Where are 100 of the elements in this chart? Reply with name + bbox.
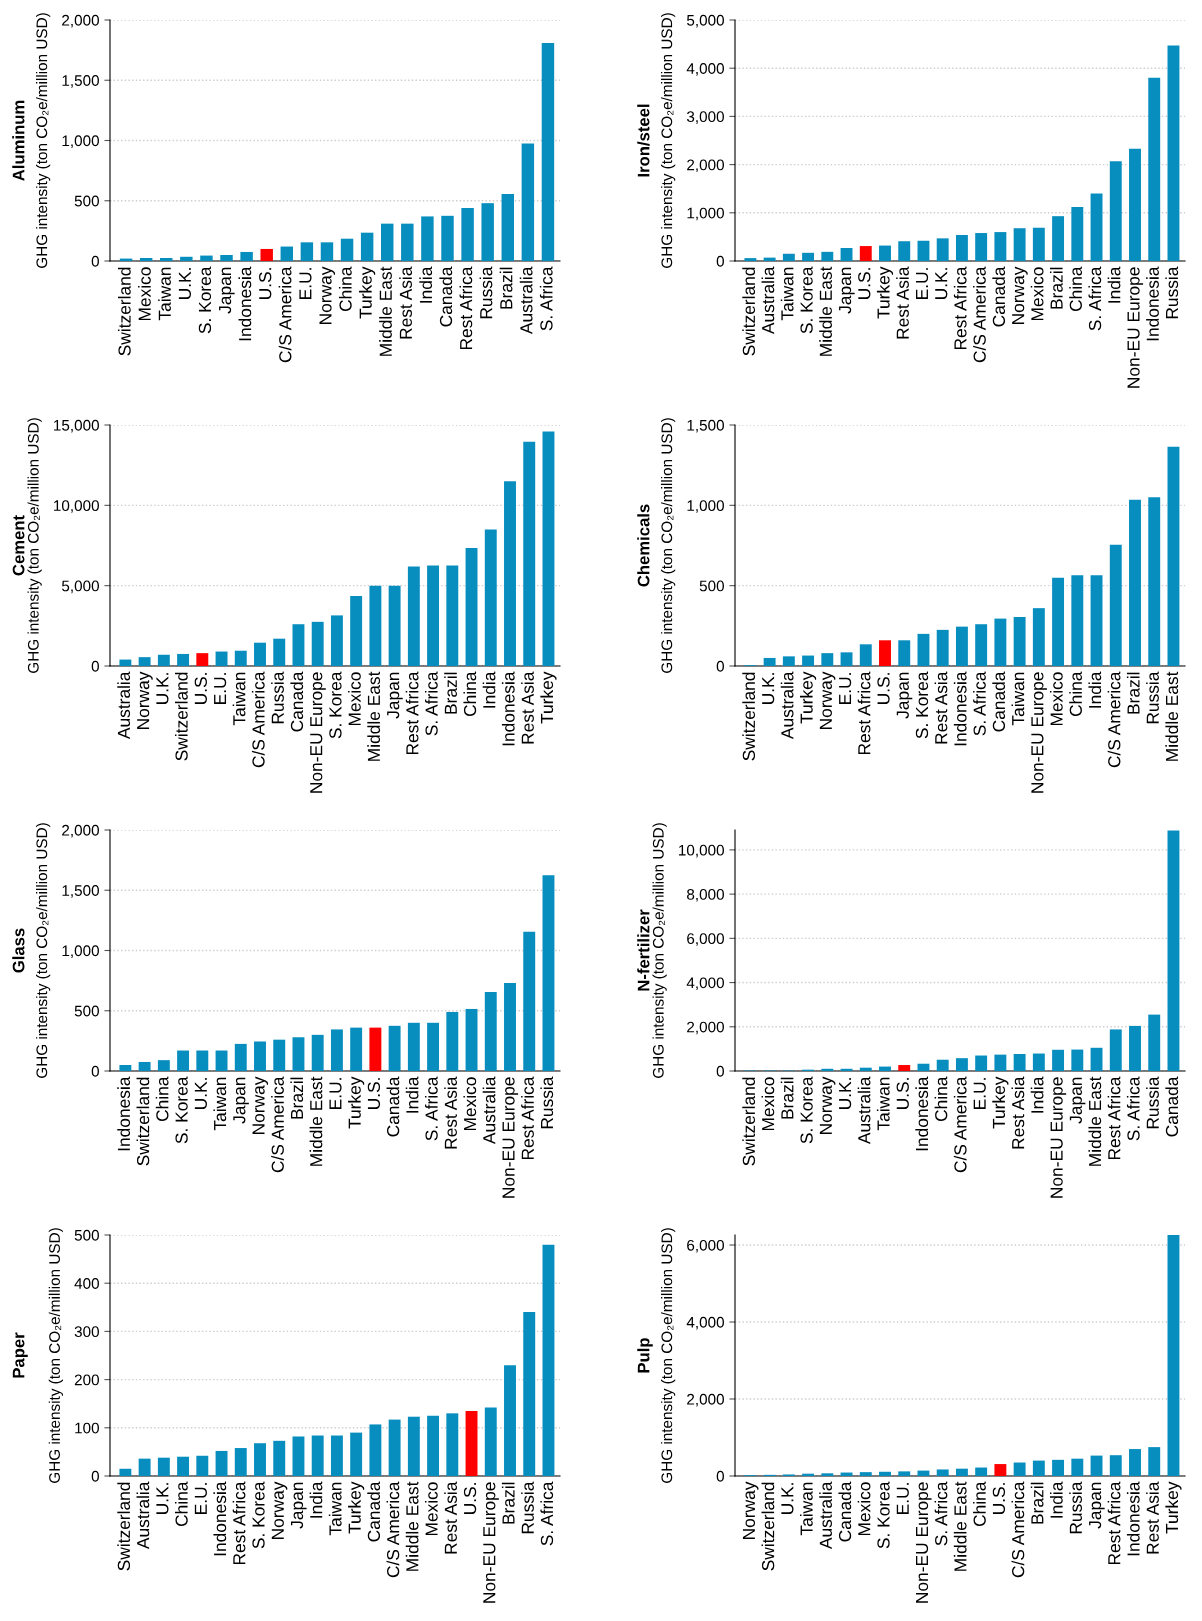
bar	[975, 1055, 988, 1071]
bar	[481, 203, 494, 261]
bar	[975, 233, 988, 261]
x-tick-label: Rest Asia	[1011, 1076, 1025, 1149]
y-axis-title: GHG intensity (ton CO₂e/million USD)	[661, 13, 676, 268]
bar	[1032, 1460, 1045, 1476]
x-tick-label: India	[405, 1076, 419, 1113]
x-tick-label: Russia	[1146, 1076, 1159, 1129]
bar	[1032, 227, 1045, 261]
bar	[898, 640, 911, 666]
bar	[917, 1470, 930, 1476]
x-tick-label: Canada	[367, 1481, 381, 1542]
bar	[388, 585, 401, 666]
bar	[1090, 1455, 1103, 1476]
bar	[504, 1365, 516, 1476]
bar	[936, 238, 949, 261]
x-tick-label: Canada	[439, 266, 453, 327]
y-tick-label: 1,000	[687, 500, 724, 513]
y-axis-title: GHG intensity (ton CO₂e/million USD)	[27, 418, 42, 673]
x-tick-label: Rest Africa	[459, 266, 473, 350]
text: Glass	[12, 928, 25, 973]
bar	[427, 1022, 440, 1071]
x-tick-label: Taiwan	[1011, 672, 1025, 726]
x-tick-label: Russia	[1069, 1481, 1082, 1534]
y-tick-label: 0	[91, 1470, 99, 1482]
x-tick-label: Turkey	[1165, 1481, 1182, 1534]
bar	[465, 1410, 478, 1476]
x-tick-label: E.U.	[916, 268, 929, 299]
x-tick-label: Rest Asia	[521, 671, 534, 744]
x-tick-label: Switzerland	[761, 1482, 775, 1571]
bar	[763, 257, 776, 261]
bar	[196, 1050, 209, 1071]
bar	[821, 653, 834, 666]
bar	[340, 238, 354, 261]
bar	[1071, 575, 1084, 666]
x-tick-label: U.K.	[839, 1078, 852, 1109]
x-tick-label: C/S America	[1011, 1481, 1025, 1578]
y-tick-label: 100	[75, 1422, 99, 1434]
x-tick-label: Non-EU Europe	[1050, 1077, 1067, 1198]
bar	[273, 1440, 286, 1476]
bar	[260, 248, 273, 261]
x-tick-label: Canada	[1165, 1076, 1179, 1137]
text: Pulp	[637, 1338, 653, 1373]
x-tick-label: Japan	[291, 1482, 307, 1529]
x-tick-label: S. Korea	[329, 671, 342, 739]
y-tick-label: 8,000	[687, 888, 724, 902]
x-tick-label: Japan	[233, 1077, 249, 1124]
bar	[427, 565, 440, 666]
x-tick-label: Mexico	[463, 1077, 477, 1131]
x-tick-label: Rest Africa	[857, 671, 871, 755]
bar	[200, 255, 213, 261]
y-axis-title: GHG intensity (ton CO₂e/million USD)	[661, 418, 676, 673]
x-tick-label: E.U.	[214, 673, 227, 704]
bar	[369, 1424, 382, 1476]
bar	[177, 1050, 190, 1071]
x-tick-label: C/S America	[278, 266, 292, 363]
x-tick-label: Canada	[386, 1076, 400, 1137]
bar	[401, 223, 414, 261]
x-tick-label: China	[155, 1076, 169, 1122]
x-tick-label: Rest Asia	[444, 1076, 457, 1149]
bar	[504, 983, 516, 1071]
bar	[1032, 1053, 1045, 1071]
x-tick-label: Canada	[838, 1481, 852, 1542]
bar	[763, 657, 776, 666]
bar	[782, 253, 795, 261]
bar	[955, 1058, 968, 1071]
x-tick-label: S. Korea	[915, 671, 929, 739]
x-tick-label: E.U.	[973, 1078, 986, 1109]
y-tick-label: 0	[91, 1065, 99, 1077]
bar	[465, 1008, 478, 1071]
bar	[1129, 148, 1141, 261]
x-tick-label: India	[309, 1481, 323, 1518]
bar	[994, 1464, 1007, 1476]
x-tick-label: Indonesia	[238, 266, 252, 341]
bar	[273, 638, 286, 666]
bar	[1071, 207, 1084, 261]
x-tick-label: Mexico	[761, 1077, 775, 1131]
x-tick-label: Switzerland	[136, 1077, 150, 1166]
x-tick-label: Brazil	[1126, 672, 1140, 714]
y-tick-label: 2,000	[62, 824, 99, 838]
x-tick-label: Russia	[479, 266, 493, 319]
bar	[859, 246, 872, 261]
bar	[879, 245, 891, 261]
x-tick-label: Rest Asia	[1146, 1481, 1159, 1554]
x-tick-label: Rest Asia	[934, 671, 948, 744]
bar	[446, 1413, 459, 1476]
x-tick-label: Brazil	[780, 1077, 794, 1119]
bar	[273, 1039, 286, 1071]
bar	[157, 654, 170, 666]
bar	[360, 232, 374, 261]
bar	[138, 1061, 151, 1071]
bar	[898, 241, 911, 261]
x-tick-label: S. Africa	[1088, 266, 1102, 331]
y-axis-title: GHG intensity (ton CO₂e/million USD)	[48, 1228, 63, 1483]
y-tick-label: 1,000	[687, 207, 724, 221]
bar	[157, 1060, 170, 1071]
text: Iron/steel	[637, 104, 650, 177]
x-tick-label: China	[934, 1076, 948, 1122]
bar	[1090, 193, 1103, 261]
x-tick-label: U.S.	[367, 1078, 381, 1109]
